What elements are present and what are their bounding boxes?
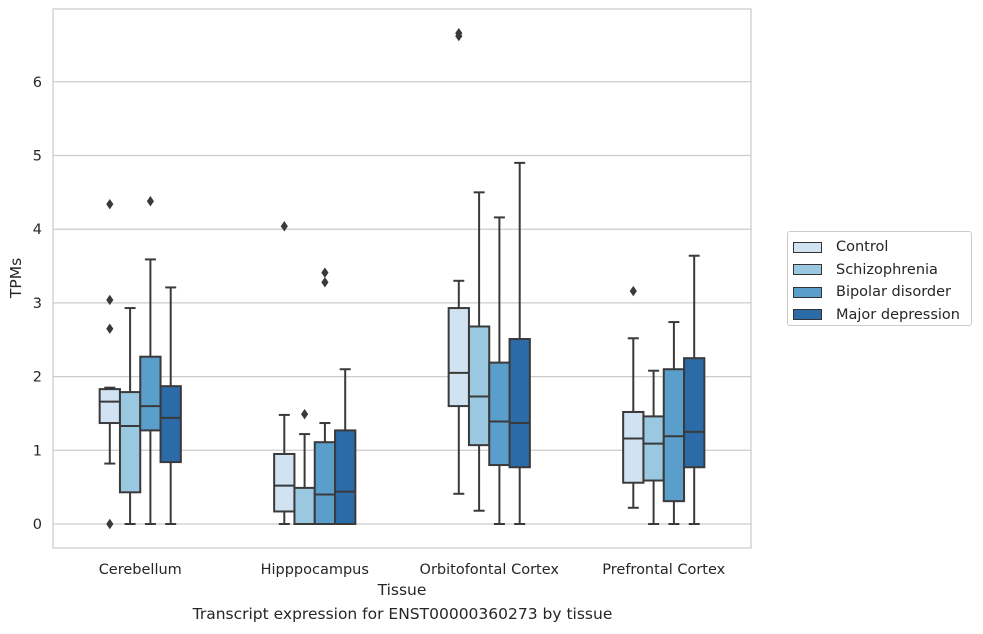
box [447, 27, 470, 495]
x-tick-label: Cerebellum [99, 562, 182, 578]
legend-label: Major depression [836, 306, 960, 323]
box-iqr [273, 452, 296, 513]
box-iqr [313, 441, 337, 525]
legend-swatch [793, 286, 822, 298]
outlier-point [321, 277, 329, 288]
box [159, 286, 182, 525]
box-iqr [293, 486, 316, 525]
y-tick-label: 6 [33, 75, 42, 91]
y-tick-label: 5 [33, 149, 42, 165]
legend-item: Schizophrenia [793, 259, 971, 282]
box-iqr [488, 361, 511, 467]
box-iqr [508, 338, 531, 469]
legend-item: Major depression [793, 304, 971, 327]
box-iqr [467, 325, 491, 447]
x-tick-label: Hipppocampus [261, 562, 369, 578]
box [683, 254, 706, 525]
legend: Control Schizophrenia Bipolar disorder Majo… [787, 231, 972, 326]
box [273, 221, 296, 525]
chart-caption: Transcript expression for ENST0000036027… [192, 605, 613, 623]
box-iqr [447, 307, 470, 408]
outlier-point [301, 408, 309, 420]
box [488, 216, 511, 525]
y-tick-label: 2 [33, 370, 42, 386]
box-iqr [118, 391, 142, 494]
box [118, 307, 142, 525]
legend-label: Schizophrenia [836, 261, 938, 278]
outlier-point [146, 195, 154, 207]
legend-label: Control [836, 239, 889, 256]
legend-item: Bipolar disorder [793, 281, 971, 304]
box [334, 368, 357, 525]
x-axis-label: Tissue [377, 581, 427, 599]
outlier-point [280, 221, 288, 232]
outlier-point [106, 198, 114, 210]
x-tick-label: Prefrontal Cortex [602, 562, 725, 578]
plot-area-border [52, 8, 752, 549]
outlier-point [106, 294, 114, 306]
y-tick-label: 4 [33, 222, 42, 238]
y-tick-label: 1 [33, 443, 42, 459]
box [98, 198, 121, 530]
box [642, 369, 665, 525]
box-iqr [683, 357, 706, 469]
legend-label: Bipolar disorder [836, 284, 951, 301]
box-iqr [139, 355, 162, 432]
legend-item: Control [793, 236, 971, 259]
outlier-point [455, 27, 463, 39]
y-axis-label: TPMs [7, 258, 25, 299]
y-tick-labels: 0 1 2 3 4 5 6 [33, 75, 42, 533]
x-tick-labels: Cerebellum Hipppocampus Orbitofontal Corte… [99, 562, 726, 578]
x-tick-label: Orbitofontal Cortex [420, 562, 560, 578]
box-iqr [622, 410, 645, 484]
y-tick-label: 3 [33, 296, 42, 312]
legend-swatch [793, 241, 822, 253]
y-tick-label: 0 [33, 517, 42, 533]
box-iqr [662, 368, 686, 503]
box [139, 195, 162, 525]
box-iqr [334, 429, 357, 525]
outlier-point [321, 267, 329, 278]
outlier-point [106, 518, 114, 530]
outlier-point [106, 323, 114, 334]
legend-swatch [793, 264, 822, 276]
box-series [98, 27, 706, 530]
outlier-point [629, 285, 637, 297]
box [508, 161, 531, 525]
box-iqr [98, 388, 121, 425]
box-iqr [159, 385, 182, 464]
legend-swatch [793, 309, 822, 321]
box-iqr [642, 415, 665, 482]
